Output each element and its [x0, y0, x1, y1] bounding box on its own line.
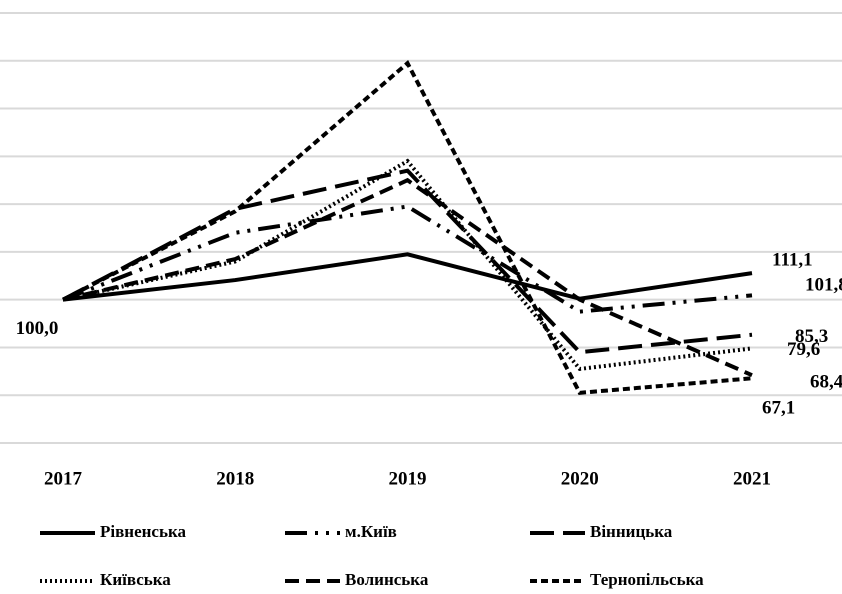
series-line: [62, 168, 753, 355]
x-tick-label: 2018: [216, 468, 254, 489]
x-tick-label: 2020: [561, 468, 599, 489]
legend-label: Рівненська: [100, 522, 186, 541]
x-tick-label: 2021: [733, 468, 771, 489]
data-label: 111,1: [772, 250, 813, 271]
data-label: 79,6: [787, 339, 820, 360]
legend-label: Вінницька: [590, 522, 673, 541]
series-line: [62, 158, 753, 372]
data-label: 101,8: [805, 275, 842, 296]
legend-label: Київська: [100, 570, 171, 589]
data-label: 67,1: [762, 398, 795, 419]
data-label: 100,0: [16, 318, 59, 339]
x-tick-label: 2017: [44, 468, 83, 489]
series-line: [62, 177, 753, 377]
data-label: 85,3: [795, 326, 828, 347]
legend-label: м.Київ: [345, 522, 397, 541]
series-line: [62, 204, 753, 314]
legend-label: Волинська: [345, 570, 429, 589]
data-label: 68,4: [810, 372, 842, 393]
series-line: [62, 252, 753, 302]
legend-label: Тернопільська: [590, 570, 704, 589]
series-line: [62, 60, 753, 395]
x-tick-label: 2019: [389, 468, 427, 489]
